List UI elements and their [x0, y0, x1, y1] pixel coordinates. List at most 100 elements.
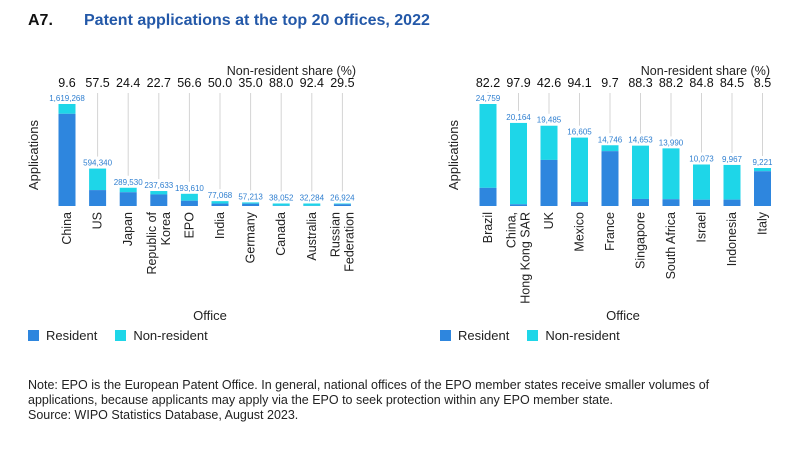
note-line: applications, because applicants may app… [28, 393, 614, 407]
share-label: 56.6 [177, 76, 201, 90]
legend-item-resident: Resident [28, 328, 97, 343]
bar-segment-resident [211, 203, 229, 206]
total-label: 9,967 [722, 155, 743, 164]
legend-item-resident: Resident [440, 328, 509, 343]
note-line: Note: EPO is the European Patent Office.… [28, 378, 710, 392]
source-line: Source: WIPO Statistics Database, August… [28, 408, 299, 422]
category-label: Italy [756, 211, 770, 235]
share-label: 84.5 [720, 76, 744, 90]
category-label-line: Canada [274, 212, 288, 256]
total-label: 26,924 [330, 194, 355, 203]
legend-label-non-resident: Non-resident [133, 328, 208, 343]
bar-segment-non-resident [693, 164, 710, 200]
legend-swatch-resident [28, 330, 39, 341]
legend-right: Resident Non-resident [440, 328, 638, 343]
share-label: 42.6 [537, 76, 561, 90]
category-label: Indonesia [725, 212, 739, 266]
bar-segment-non-resident [303, 203, 321, 206]
category-label-line: Federation [342, 212, 356, 272]
category-label-line: Brazil [481, 212, 495, 243]
bar-segment-non-resident [601, 145, 619, 152]
category-label: France [603, 212, 617, 251]
category-label: China [60, 212, 74, 245]
category-label-line: Korea [159, 212, 173, 245]
bar-segment-non-resident [479, 104, 497, 188]
bar-segment-non-resident [272, 203, 290, 206]
bar-segment-non-resident [58, 104, 76, 114]
category-label: Australia [305, 212, 319, 261]
share-label: 29.5 [330, 76, 354, 90]
bar-segment-resident [150, 194, 168, 206]
bar-segment-non-resident [571, 137, 588, 202]
category-label-line: China [60, 212, 74, 245]
bar-segment-resident [510, 204, 527, 206]
share-label: 97.9 [506, 76, 530, 90]
category-label: Canada [274, 212, 288, 256]
total-label: 13,990 [659, 138, 684, 147]
figure-number: A7. [28, 12, 53, 29]
bar-segment-non-resident [150, 191, 168, 195]
share-label: 92.4 [300, 76, 324, 90]
total-label: 289,530 [114, 178, 143, 187]
legend-swatch-non-resident [115, 330, 127, 341]
category-label-line: Indonesia [725, 212, 739, 266]
category-label: China,Hong Kong SAR [505, 212, 533, 304]
bar-segment-non-resident [333, 203, 351, 205]
bar-segment-resident [662, 199, 680, 206]
share-label: 9.7 [601, 76, 618, 90]
total-label: 594,340 [83, 159, 112, 168]
total-label: 32,284 [300, 194, 325, 203]
bar-segment-resident [571, 201, 588, 206]
bar-segment-non-resident [119, 187, 137, 193]
category-label-line: Australia [305, 212, 319, 261]
bar-segment-non-resident [510, 122, 527, 205]
share-label: 57.5 [85, 76, 109, 90]
category-label-line: Hong Kong SAR [519, 212, 533, 304]
bar-segment-non-resident [211, 201, 229, 204]
bar-segment-resident [632, 198, 649, 206]
charts-canvas: Applications Non-resident share (%) Office… [26, 64, 773, 323]
total-label: 193,610 [175, 184, 204, 193]
legend-label-non-resident: Non-resident [545, 328, 620, 343]
category-label-line: China, [505, 212, 519, 248]
share-label: 50.0 [208, 76, 232, 90]
legend-label-resident: Resident [458, 328, 510, 343]
total-label: 1,619,268 [49, 94, 85, 103]
category-label-line: Singapore [634, 212, 648, 269]
total-label: 237,633 [144, 181, 173, 190]
category-label-line: Japan [121, 212, 135, 246]
category-label: EPO [182, 212, 196, 239]
bar-segment-non-resident [662, 148, 680, 200]
total-label: 20,164 [506, 113, 531, 122]
category-label-line: Republic of [145, 211, 159, 274]
share-header-label: Non-resident share (%) [641, 64, 770, 78]
category-label: Republic ofKorea [145, 211, 173, 274]
x-axis-label: Office [193, 308, 227, 323]
bar-segment-resident [333, 204, 351, 206]
share-label: 8.5 [754, 76, 771, 90]
bar-segment-non-resident [242, 202, 260, 204]
share-label: 35.0 [238, 76, 262, 90]
category-label-line: US [91, 212, 105, 229]
total-label: 19,485 [537, 116, 562, 125]
bar-segment-resident [693, 199, 710, 206]
bar-segment-non-resident [89, 168, 107, 191]
bar-segment-non-resident [754, 168, 771, 172]
y-axis-label: Applications [26, 119, 41, 190]
figure-header: A7. Patent applications at the top 20 of… [28, 12, 430, 36]
total-label: 38,052 [269, 194, 294, 203]
share-label: 88.2 [659, 76, 683, 90]
share-label: 82.2 [476, 76, 500, 90]
category-label: Mexico [573, 212, 587, 252]
category-label-line: India [213, 212, 227, 239]
legend-swatch-non-resident [527, 330, 539, 341]
bar-segment-resident [242, 203, 260, 206]
category-label-line: Mexico [573, 212, 587, 252]
bar-segment-non-resident [723, 164, 741, 200]
total-label: 77,068 [208, 191, 233, 200]
legend-label-resident: Resident [46, 328, 98, 343]
x-axis-label: Office [606, 308, 640, 323]
share-label: 22.7 [147, 76, 171, 90]
share-label: 84.8 [689, 76, 713, 90]
total-label: 16,605 [567, 128, 592, 137]
